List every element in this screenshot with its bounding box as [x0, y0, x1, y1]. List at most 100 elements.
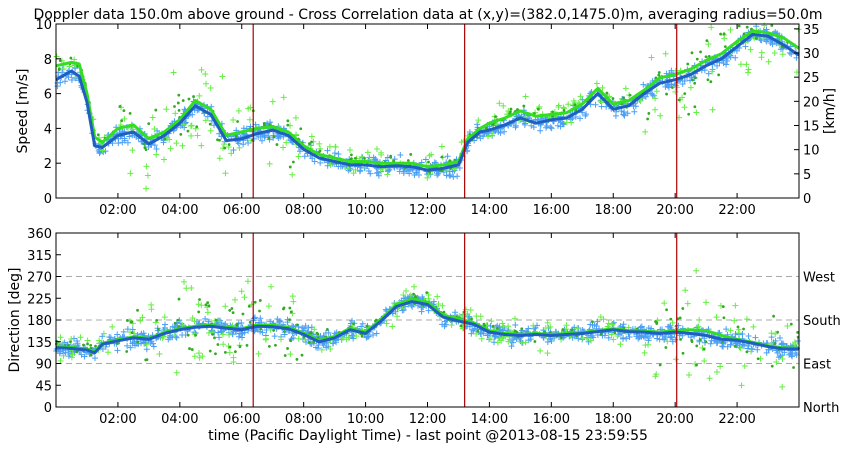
- scatter-point: [364, 334, 371, 341]
- scatter-point: [60, 340, 67, 347]
- scatter-dot: [96, 133, 100, 137]
- scatter-dot: [491, 123, 495, 127]
- scatter-dot: [406, 159, 410, 162]
- x-tick-label: 16:00: [533, 203, 570, 218]
- scatter-point: [222, 303, 229, 310]
- scatter-dot: [509, 107, 513, 111]
- scatter-dot: [699, 50, 702, 54]
- scatter-dot: [365, 324, 369, 328]
- scatter-dot: [315, 331, 319, 335]
- scatter-point: [672, 88, 679, 95]
- scatter-point: [217, 317, 224, 324]
- scatter-dot: [227, 143, 231, 146]
- scatter-dot: [721, 305, 725, 309]
- speed-plot-frame: [55, 23, 800, 199]
- scatter-dot: [214, 352, 217, 356]
- scatter-point: [662, 334, 669, 341]
- scatter-point: [617, 341, 624, 348]
- scatter-point: [57, 357, 64, 364]
- scatter-point: [485, 133, 492, 140]
- scatter-point: [137, 317, 144, 324]
- scatter-point: [577, 93, 584, 100]
- scatter-point: [299, 324, 306, 331]
- scatter-dot: [522, 104, 526, 108]
- scatter-point: [741, 363, 748, 370]
- scatter-dot: [228, 345, 232, 349]
- scatter-point: [668, 333, 675, 340]
- scatter-point: [305, 324, 312, 331]
- scatter-point: [311, 158, 318, 165]
- scatter-point: [317, 159, 324, 166]
- scatter-point: [681, 104, 688, 111]
- scatter-dot: [173, 105, 176, 108]
- scatter-point: [777, 335, 784, 342]
- scatter-point: [448, 322, 455, 329]
- scatter-point: [605, 334, 612, 341]
- scatter-point: [631, 108, 638, 115]
- scatter-dot: [704, 340, 708, 344]
- scatter-point: [411, 283, 418, 290]
- scatter-dot: [495, 326, 499, 330]
- scatter-point: [791, 339, 798, 346]
- scatter-point: [382, 306, 389, 313]
- scatter-dot: [717, 73, 721, 77]
- scatter-point: [720, 343, 727, 350]
- scatter-dot: [706, 78, 710, 82]
- scatter-point: [706, 375, 713, 382]
- scatter-dot: [69, 340, 72, 344]
- scatter-point: [732, 302, 739, 309]
- scatter-point: [679, 94, 686, 101]
- scatter-point: [709, 68, 716, 75]
- scatter-point: [577, 115, 584, 122]
- scatter-dot: [613, 331, 617, 335]
- scatter-point: [500, 102, 507, 109]
- scatter-point: [143, 341, 150, 348]
- scatter-point: [389, 323, 396, 330]
- scatter-point: [555, 102, 562, 109]
- scatter-dot: [198, 298, 201, 301]
- scatter-dot: [647, 112, 651, 115]
- scatter-point: [167, 145, 174, 152]
- scatter-dot: [274, 343, 277, 347]
- scatter-dot: [693, 105, 697, 109]
- scatter-dot: [288, 306, 292, 310]
- scatter-dot: [163, 137, 167, 141]
- scatter-point: [114, 331, 121, 338]
- scatter-point: [308, 133, 315, 140]
- scatter-point: [396, 168, 403, 175]
- right-tick-label: 15: [803, 120, 820, 135]
- scatter-dot: [177, 108, 181, 112]
- scatter-point: [236, 330, 243, 337]
- scatter-dot: [216, 138, 219, 142]
- scatter-point: [467, 306, 474, 313]
- speed-chart-title: Doppler data 150.0m above ground - Cross…: [33, 7, 822, 23]
- scatter-dot: [118, 104, 122, 108]
- scatter-dot: [694, 76, 697, 80]
- scatter-point: [434, 293, 441, 300]
- scatter-dot: [665, 92, 668, 96]
- scatter-point: [501, 128, 508, 135]
- scatter-point: [745, 66, 752, 73]
- scatter-point: [745, 332, 752, 339]
- scatter-point: [795, 26, 802, 33]
- scatter-point: [441, 318, 448, 325]
- scatter-dot: [283, 330, 286, 333]
- scatter-point: [259, 137, 266, 144]
- x-tick-label: 18:00: [595, 412, 632, 427]
- scatter-point: [649, 91, 656, 98]
- scatter-point: [779, 51, 786, 58]
- scatter-dot: [796, 331, 800, 334]
- scatter-dot: [177, 297, 181, 301]
- x-tick-label: 04:00: [161, 412, 198, 427]
- scatter-point: [446, 171, 453, 178]
- scatter-point: [653, 371, 660, 378]
- speed-series-lines: [55, 29, 800, 172]
- scatter-point: [780, 341, 787, 348]
- scatter-point: [434, 172, 441, 179]
- direction-series-lines: [55, 297, 799, 355]
- scatter-dot: [736, 325, 740, 329]
- right-tick-label: 35: [803, 23, 820, 38]
- scatter-point: [230, 354, 237, 361]
- scatter-dot: [116, 342, 119, 345]
- scatter-dot: [245, 343, 249, 347]
